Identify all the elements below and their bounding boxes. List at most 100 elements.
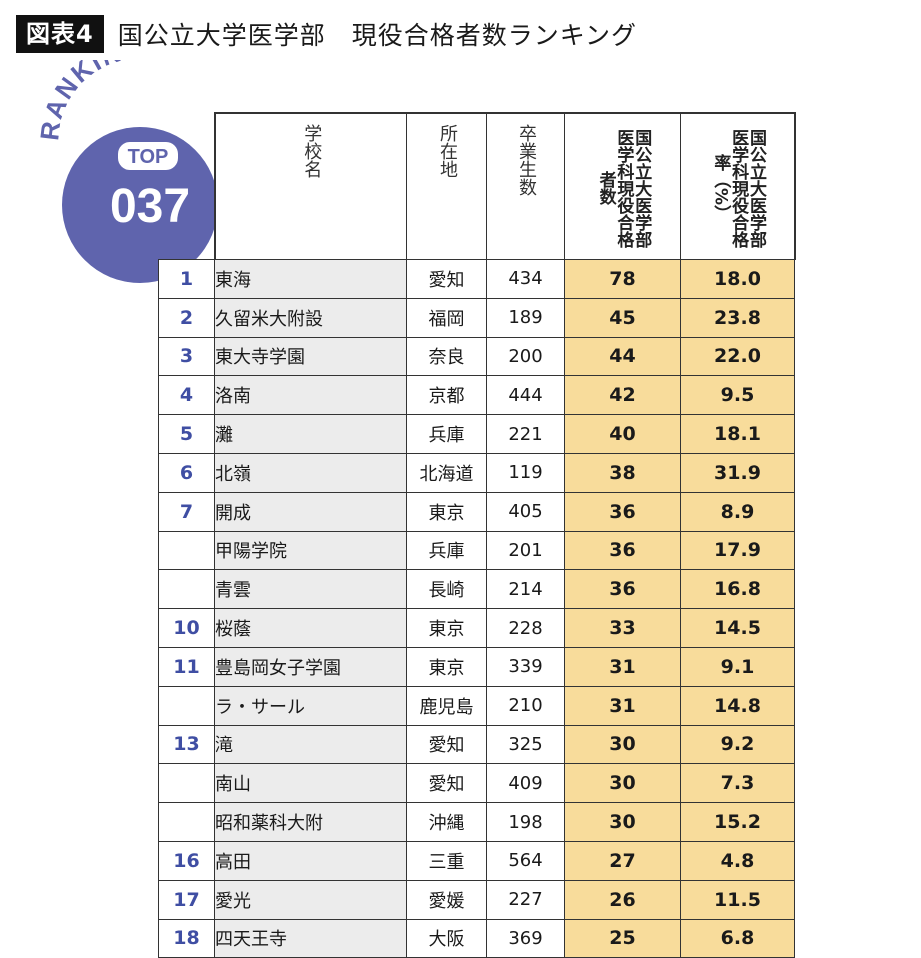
badge-circle <box>62 127 218 283</box>
graduates-cell: 405 <box>486 491 565 532</box>
rank-cell <box>158 569 215 610</box>
location-cell: 京都 <box>406 375 487 416</box>
rank-cell: 13 <box>158 724 215 765</box>
passers-cell: 30 <box>564 763 681 804</box>
badge-number: 037 <box>110 180 190 233</box>
school-cell: 南山 <box>214 763 407 804</box>
passers-cell: 45 <box>564 297 681 338</box>
school-cell: 洛南 <box>214 375 407 416</box>
passers-cell: 36 <box>564 530 681 571</box>
rate-cell: 18.0 <box>680 259 795 299</box>
passers-cell: 31 <box>564 685 681 726</box>
graduates-cell: 369 <box>486 918 565 958</box>
passers-cell: 36 <box>564 491 681 532</box>
rate-header: 国公立大医学部医学科現役合格率（%） <box>680 112 796 260</box>
graduates-cell: 189 <box>486 297 565 338</box>
rate-cell: 11.5 <box>680 879 795 920</box>
school-cell: 東海 <box>214 259 407 299</box>
rank-header <box>159 113 215 260</box>
passers-cell: 42 <box>564 375 681 416</box>
graduates-cell: 214 <box>486 569 565 610</box>
location-cell: 東京 <box>406 646 487 687</box>
rank-cell <box>158 802 215 842</box>
school-cell: 北嶺 <box>214 452 407 493</box>
rank-cell: 1 <box>158 259 215 299</box>
graduates-cell: 198 <box>486 802 565 842</box>
graduates-cell: 228 <box>486 608 565 648</box>
graduates-cell: 325 <box>486 724 565 765</box>
location-cell: 愛知 <box>406 259 487 299</box>
location-cell: 東京 <box>406 491 487 532</box>
location-cell: 兵庫 <box>406 414 487 454</box>
page-title: 国公立大学医学部 現役合格者数ランキング <box>117 21 637 50</box>
table-row: 4 洛南 京都 444 42 9.5 <box>158 375 795 416</box>
school-cell: 昭和薬科大附 <box>214 802 407 842</box>
school-cell: 桜蔭 <box>214 608 407 648</box>
rate-cell: 8.9 <box>680 491 795 532</box>
rate-cell: 9.2 <box>680 724 795 765</box>
school-cell: 青雲 <box>214 569 407 610</box>
table-row: 16 高田 三重 564 27 4.8 <box>158 840 795 881</box>
graduates-cell: 200 <box>486 336 565 377</box>
table-row: 7 開成 東京 405 36 8.9 <box>158 491 795 532</box>
school-cell: 高田 <box>214 840 407 881</box>
rate-cell: 23.8 <box>680 297 795 338</box>
location-cell: 東京 <box>406 608 487 648</box>
rate-cell: 15.2 <box>680 802 795 842</box>
passers-cell: 36 <box>564 569 681 610</box>
rate-cell: 7.3 <box>680 763 795 804</box>
rank-cell: 17 <box>158 879 215 920</box>
passers-cell: 33 <box>564 608 681 648</box>
rank-cell: 4 <box>158 375 215 416</box>
graduates-cell: 227 <box>486 879 565 920</box>
table-row: 昭和薬科大附 沖縄 198 30 15.2 <box>158 802 795 842</box>
passers-cell: 78 <box>564 259 681 299</box>
rate-cell: 31.9 <box>680 452 795 493</box>
school-cell: 愛光 <box>214 879 407 920</box>
table-row: 2 久留米大附設 福岡 189 45 23.8 <box>158 297 795 338</box>
badge-top-label: TOP <box>128 146 169 168</box>
graduates-cell: 201 <box>486 530 565 571</box>
graduates-cell: 434 <box>486 259 565 299</box>
rate-cell: 14.8 <box>680 685 795 726</box>
rate-cell: 6.8 <box>680 918 795 958</box>
rank-cell: 3 <box>158 336 215 377</box>
table-row: 南山 愛知 409 30 7.3 <box>158 763 795 804</box>
table-row: 1 東海 愛知 434 78 18.0 <box>158 259 795 299</box>
table-row: 6 北嶺 北海道 119 38 31.9 <box>158 452 795 493</box>
graduates-cell: 409 <box>486 763 565 804</box>
location-cell: 長崎 <box>406 569 487 610</box>
rank-cell: 11 <box>158 646 215 687</box>
title-bar: 図表4 国公立大学医学部 現役合格者数ランキング <box>16 12 637 56</box>
figure-label: 図表4 <box>16 15 104 53</box>
passers-cell: 44 <box>564 336 681 377</box>
passers-cell: 27 <box>564 840 681 881</box>
school-header: 学校名 <box>213 112 407 260</box>
location-cell: 奈良 <box>406 336 487 377</box>
graduates-header: 卒業生数 <box>486 112 565 260</box>
school-cell: ラ・サール <box>214 685 407 726</box>
ranking-badge: RANKING TOP 037 <box>40 60 218 283</box>
school-cell: 開成 <box>214 491 407 532</box>
graduates-cell: 444 <box>486 375 565 416</box>
location-cell: 鹿児島 <box>406 685 487 726</box>
rate-cell: 22.0 <box>680 336 795 377</box>
location-cell: 大阪 <box>406 918 487 958</box>
rank-cell <box>158 763 215 804</box>
rate-cell: 17.9 <box>680 530 795 571</box>
table-row: 13 滝愛知 325 30 9.2 <box>158 724 795 765</box>
graduates-cell: 119 <box>486 452 565 493</box>
school-cell: 四天王寺 <box>214 918 407 958</box>
ranking-rows: 1 東海 愛知 434 78 18.0 2 久留米大附設 福岡 189 45 23.8 3 東大寺学園 奈良… <box>158 259 795 958</box>
table-row: 17 愛光 愛媛 227 26 11.5 <box>158 879 795 920</box>
rate-cell: 16.8 <box>680 569 795 610</box>
rank-cell <box>158 685 215 726</box>
table-row: 5 灘兵庫 221 40 18.1 <box>158 414 795 454</box>
table-row: 11 豊島岡女子学園 東京 339 31 9.1 <box>158 646 795 687</box>
location-cell: 愛知 <box>406 763 487 804</box>
table-row: 青雲 長崎 214 36 16.8 <box>158 569 795 610</box>
graduates-cell: 564 <box>486 840 565 881</box>
location-cell: 三重 <box>406 840 487 881</box>
rank-cell: 5 <box>158 414 215 454</box>
rate-cell: 9.1 <box>680 646 795 687</box>
